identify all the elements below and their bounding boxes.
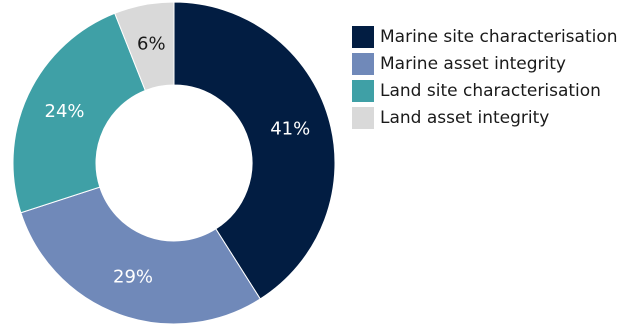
legend-item: Land asset integrity [352,106,618,129]
legend-swatch [352,79,374,102]
donut-slice-marine-site-characterisation [173,1,336,300]
legend-swatch [352,52,374,75]
donut-slice-labels: 41% 29% 24% 6% [45,34,311,288]
legend-label: Marine site characterisation [380,26,618,47]
legend-label: Land asset integrity [380,107,550,128]
legend-item: Land site characterisation [352,79,618,102]
legend-item: Marine site characterisation [352,25,618,48]
legend-swatch [352,106,374,129]
donut-slice-land-asset-integrity [114,1,175,92]
slice-label-land-asset-integrity: 6% [137,34,166,55]
slice-label-land-site-characterisation: 24% [45,101,85,122]
slice-label-marine-asset-integrity: 29% [113,266,153,287]
donut-slice-marine-asset-integrity [20,186,261,325]
legend-label: Marine asset integrity [380,53,566,74]
slice-label-marine-site-characterisation: 41% [270,119,310,140]
donut-slice-land-site-characterisation [12,12,146,214]
legend-swatch [352,25,374,48]
donut-slices [12,1,336,325]
legend-item: Marine asset integrity [352,52,618,75]
chart-legend: Marine site characterisation Marine asset… [352,25,618,133]
legend-label: Land site characterisation [380,80,601,101]
